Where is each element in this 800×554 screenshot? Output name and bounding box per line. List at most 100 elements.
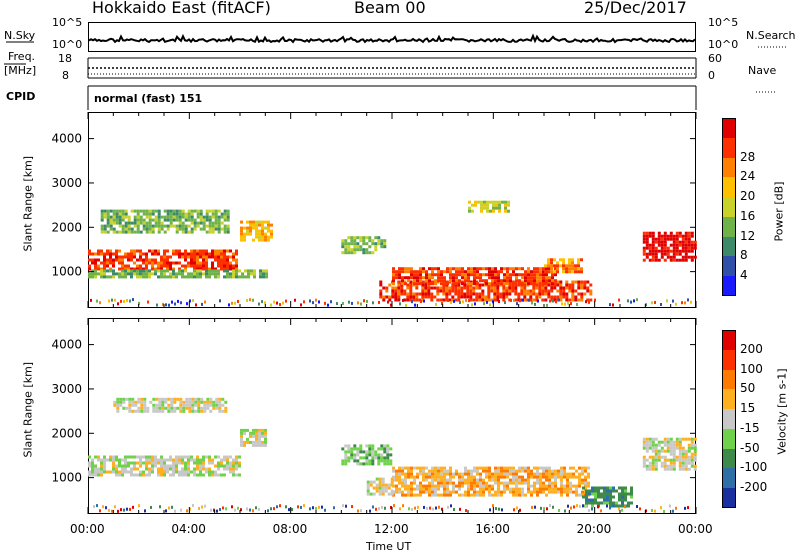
heatmap-cell-0 — [145, 464, 148, 468]
ground-scatter-cell — [258, 507, 260, 511]
heatmap-cell-1 — [97, 272, 100, 276]
heatmap-cell-4 — [381, 480, 385, 484]
heatmap-cell-7 — [134, 400, 138, 404]
heatmap-cell-0 — [136, 461, 139, 465]
heatmap-cell-2 — [371, 462, 375, 466]
heatmap-cell-7 — [125, 406, 129, 410]
heatmap-cell-3 — [482, 493, 485, 497]
heatmap-cell-4 — [493, 295, 497, 299]
heatmap-cell-4 — [442, 286, 446, 290]
heatmap-cell-3 — [464, 466, 467, 470]
ground-scatter-cell — [231, 505, 233, 509]
heatmap-cell-3 — [344, 251, 348, 255]
ground-scatter-cell — [351, 301, 353, 305]
heatmap-cell-0 — [169, 458, 172, 462]
heatmap-cell-4 — [520, 298, 524, 302]
heatmap-cell-5 — [440, 276, 443, 280]
heatmap-cell-6 — [553, 264, 556, 268]
heatmap-cell-5 — [545, 267, 548, 271]
heatmap-cell-6 — [654, 446, 658, 450]
heatmap-cell-1 — [157, 269, 160, 273]
heatmap-cell-2 — [365, 462, 369, 466]
heatmap-cell-0 — [148, 455, 151, 459]
heatmap-cell-9 — [480, 206, 483, 210]
heatmap-cell-7 — [675, 249, 679, 253]
ground-scatter-cell — [672, 509, 674, 513]
heatmap-cell-8 — [115, 218, 119, 222]
heatmap-cell-0 — [208, 255, 211, 259]
ground-scatter-cell — [147, 300, 149, 304]
heatmap-cell-8 — [175, 230, 179, 234]
heatmap-cell-8 — [145, 227, 149, 231]
heatmap-cell-5 — [542, 270, 545, 274]
heatmap-cell-1 — [226, 272, 229, 276]
ground-scatter-cell — [201, 505, 203, 509]
heatmap-cell-5 — [413, 279, 416, 283]
ground-scatter-cell — [381, 505, 383, 509]
heatmap-cell-5 — [521, 273, 524, 277]
heatmap-cell-2 — [240, 235, 243, 239]
heatmap-cell-0 — [139, 470, 142, 474]
heatmap-cell-1 — [103, 275, 106, 279]
heatmap-cell-3 — [464, 472, 467, 476]
heatmap-cell-4 — [387, 483, 391, 487]
heatmap-cell-2 — [249, 232, 252, 236]
heatmap-cell-0 — [145, 258, 148, 262]
heatmap-cell-8 — [142, 227, 146, 231]
heatmap-cell-0 — [202, 258, 205, 262]
heatmap-cell-7 — [182, 403, 186, 407]
heatmap-cell-8 — [166, 224, 170, 228]
heatmap-cell-3 — [455, 490, 458, 494]
heatmap-cell-3 — [368, 239, 372, 243]
heatmap-cell-4 — [454, 292, 458, 296]
heatmap-cell-6 — [663, 455, 667, 459]
heatmap-cell-7 — [134, 403, 138, 407]
heatmap-cell-5 — [594, 501, 597, 505]
colorbar-swatch — [722, 349, 736, 371]
heatmap-cell-5 — [485, 279, 488, 283]
heatmap-cell-1 — [255, 440, 258, 444]
heatmap-cell-8 — [109, 221, 113, 225]
heatmap-cell-3 — [536, 493, 539, 497]
heatmap-cell-3 — [350, 236, 354, 240]
heatmap-cell-3 — [521, 493, 524, 497]
heatmap-cell-6 — [645, 437, 649, 441]
heatmap-cell-4 — [388, 283, 392, 287]
heatmap-cell-3 — [587, 475, 590, 479]
heatmap-cell-8 — [148, 227, 152, 231]
heatmap-cell-4 — [478, 283, 482, 287]
heatmap-cell-3 — [482, 484, 485, 488]
heatmap-cell-6 — [669, 437, 673, 441]
heatmap-cell-8 — [148, 209, 152, 213]
heatmap-cell-3 — [416, 487, 419, 491]
heatmap-cell-0 — [124, 464, 127, 468]
heatmap-cell-7 — [170, 406, 174, 410]
ground-scatter-cell — [585, 300, 587, 304]
heatmap-cell-7 — [645, 234, 649, 238]
heatmap-cell-6 — [654, 467, 658, 471]
heatmap-cell-3 — [464, 481, 467, 485]
heatmap-cell-7 — [155, 409, 159, 413]
heatmap-cell-2 — [344, 450, 348, 454]
heatmap-cell-7 — [675, 246, 679, 250]
heatmap-cell-0 — [199, 467, 202, 471]
heatmap-cell-8 — [103, 215, 107, 219]
heatmap-cell-0 — [232, 258, 235, 262]
ground-scatter-cell — [537, 299, 539, 303]
heatmap-cell-0 — [178, 455, 181, 459]
heatmap-cell-4 — [550, 295, 554, 299]
heatmap-cell-4 — [384, 489, 388, 493]
heatmap-cell-7 — [209, 400, 213, 404]
heatmap-cell-4 — [463, 283, 467, 287]
heatmap-cell-0 — [199, 470, 202, 474]
heatmap-cell-5 — [497, 270, 500, 274]
heatmap-cell-5 — [428, 267, 431, 271]
heatmap-cell-7 — [654, 240, 658, 244]
heatmap-cell-8 — [187, 209, 191, 213]
heatmap-cell-1 — [124, 269, 127, 273]
ground-scatter-cell — [120, 299, 122, 303]
heatmap-cell-2 — [240, 220, 243, 224]
heatmap-cell-6 — [687, 437, 691, 441]
heatmap-cell-3 — [509, 487, 512, 491]
heatmap-cell-3 — [545, 487, 548, 491]
